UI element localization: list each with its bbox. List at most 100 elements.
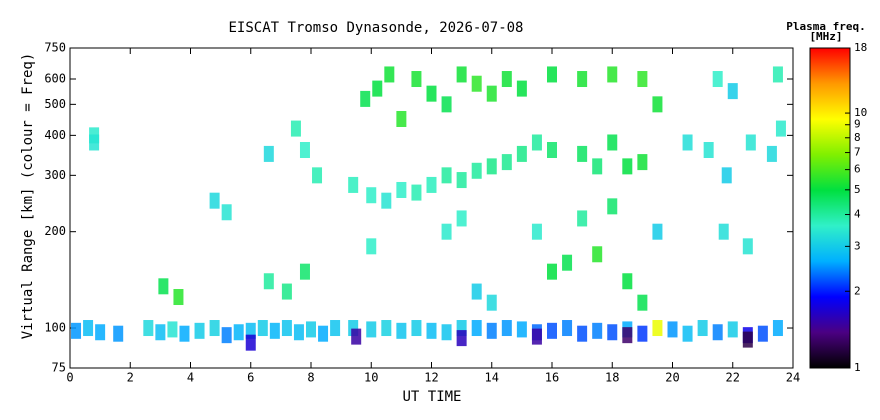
- echo-point: [456, 320, 467, 337]
- echo-point: [486, 158, 497, 175]
- echo-point: [562, 254, 573, 271]
- echo-point: [411, 184, 422, 201]
- colorbar-tick-label: 8: [854, 131, 861, 144]
- echo-point: [745, 134, 756, 151]
- echo-point: [426, 322, 437, 339]
- echo-point: [547, 322, 557, 339]
- x-tick-label: 14: [485, 371, 499, 385]
- x-tick-label: 4: [187, 371, 194, 385]
- echo-point: [366, 321, 377, 338]
- echo-point: [155, 324, 166, 341]
- echo-point: [775, 120, 786, 137]
- x-tick-label: 2: [127, 371, 134, 385]
- echo-point: [547, 263, 557, 280]
- echo-point: [592, 158, 603, 175]
- echo-point: [703, 142, 714, 159]
- echo-point: [158, 278, 169, 295]
- echo-point: [245, 322, 256, 339]
- echo-point: [516, 321, 527, 338]
- y-tick-label: 100: [44, 321, 66, 335]
- colorbar-tick-label: 6: [854, 163, 861, 176]
- echo-point: [501, 154, 512, 171]
- x-axis-label: UT TIME: [402, 389, 461, 405]
- echo-point: [381, 320, 392, 337]
- x-tick-label: 20: [665, 371, 679, 385]
- echo-point: [89, 134, 100, 151]
- echoes: [71, 66, 786, 351]
- echo-point: [312, 167, 323, 184]
- echo-point: [562, 320, 573, 337]
- y-tick-label: 300: [44, 168, 66, 182]
- echo-point: [396, 322, 407, 339]
- echo-point: [637, 294, 648, 311]
- colorbar: [809, 47, 851, 369]
- echo-point: [209, 192, 220, 209]
- echo-point: [411, 71, 422, 88]
- echo-point: [577, 325, 588, 342]
- echo-point: [471, 162, 482, 179]
- echo-point: [396, 181, 407, 198]
- colorbar-tick-label: 18: [854, 41, 867, 54]
- echo-point: [637, 71, 648, 88]
- echo-point: [682, 134, 693, 151]
- echo-point: [531, 223, 542, 240]
- echo-point: [360, 90, 371, 107]
- echo-point: [290, 120, 301, 137]
- echo-point: [83, 320, 94, 337]
- echo-point: [577, 210, 588, 227]
- echo-point: [531, 134, 542, 151]
- y-axis-label: Virtual Range [km] (colour = Freq): [20, 53, 36, 340]
- echo-point: [396, 110, 407, 127]
- echo-point: [607, 198, 618, 215]
- echo-point: [772, 66, 783, 83]
- echo-point: [592, 322, 603, 339]
- colorbar-tick-label: 9: [854, 118, 861, 131]
- echo-point: [697, 320, 708, 337]
- echo-point: [233, 324, 244, 341]
- echo-point: [471, 283, 482, 300]
- echo-point: [721, 167, 732, 184]
- echo-point: [531, 328, 542, 345]
- echo-point: [577, 145, 588, 162]
- echo-point: [351, 328, 362, 345]
- echo-point: [501, 71, 512, 88]
- echo-point: [426, 176, 437, 193]
- colorbar-unit: [MHz]: [809, 30, 842, 43]
- x-tick-label: 22: [726, 371, 740, 385]
- echo-point: [173, 289, 184, 306]
- x-tick-label: 10: [364, 371, 378, 385]
- echo-point: [441, 167, 452, 184]
- echo-point: [516, 145, 527, 162]
- echo-point: [95, 324, 106, 341]
- echo-point: [456, 66, 467, 83]
- y-tick-label: 500: [44, 97, 66, 111]
- colorbar-tick-label: 2: [854, 284, 861, 297]
- echo-point: [263, 273, 274, 290]
- x-tick-label: 0: [66, 371, 73, 385]
- echo-point: [381, 192, 392, 209]
- echo-point: [441, 96, 452, 113]
- echo-point: [682, 325, 693, 342]
- echo-point: [299, 263, 310, 280]
- echo-point: [622, 158, 633, 175]
- y-tick-label: 600: [44, 72, 66, 86]
- echo-point: [330, 320, 341, 337]
- x-tick-label: 12: [424, 371, 438, 385]
- echo-point: [637, 154, 648, 171]
- y-tick-label: 400: [44, 128, 66, 142]
- echo-point: [712, 71, 723, 88]
- y-tick-label: 750: [44, 41, 66, 55]
- echo-point: [652, 96, 663, 113]
- echo-point: [194, 322, 205, 339]
- echo-point: [348, 176, 359, 193]
- echo-point: [143, 320, 154, 337]
- echo-point: [293, 324, 304, 341]
- echo-point: [441, 324, 452, 341]
- echo-point: [742, 238, 753, 255]
- echo-point: [718, 223, 729, 240]
- echo-point: [727, 321, 738, 338]
- echo-point: [516, 80, 527, 97]
- echo-point: [607, 66, 618, 83]
- x-tick-label: 8: [307, 371, 314, 385]
